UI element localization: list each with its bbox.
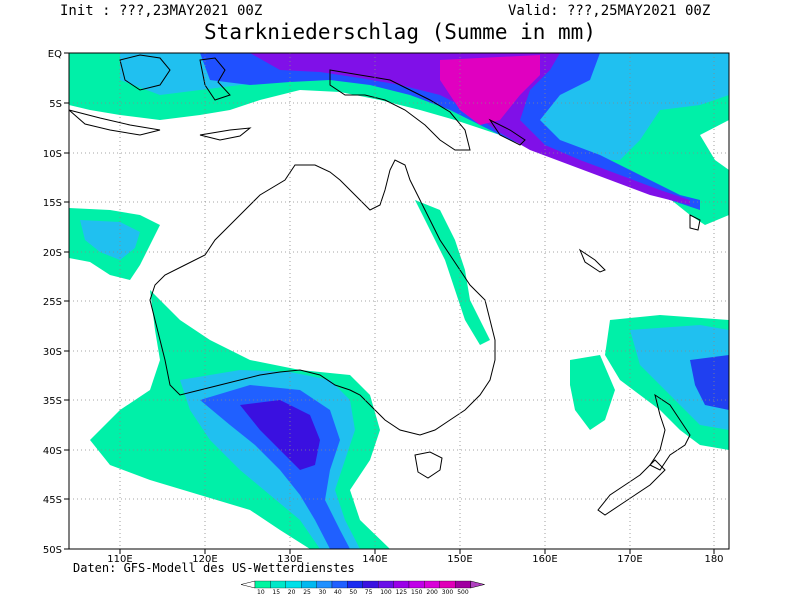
data-source-note: Daten: GFS-Modell des US-Wetterdienstes [73,561,355,575]
colorbar-label: 150 [411,589,423,596]
colorbar-legend: 10 15 20 25 30 40 50 75 100 125 150 200 300 500 [240,580,485,596]
lon-label-170e: 170E [617,554,642,565]
colorbar-swatch [408,580,425,589]
colorbar-label: 15 [272,589,280,596]
colorbar-label: 125 [396,589,408,596]
precip-band-east-coast [415,200,490,345]
lat-label-40s: 40S [43,446,62,457]
valid-time-label: Valid: ???,25MAY2021 00Z [508,3,711,19]
colorbar-swatch [378,580,394,589]
colorbar-label: 40 [334,589,342,596]
precip-band-tropics-100 [250,53,690,205]
colorbar-swatch [424,580,440,589]
new-zealand-north-coastline [649,393,691,471]
lon-label-130e: 130E [277,554,302,565]
timor-coastline [199,127,252,141]
colorbar-swatch [455,580,471,589]
colorbar-label: 30 [319,589,327,596]
lat-label-30s: 30S [43,347,62,358]
colorbar-swatch [439,580,456,589]
colorbar-low-cap [240,580,256,589]
colorbar-label: 20 [288,589,296,596]
colorbar-swatch [362,580,379,589]
colorbar-label: 100 [380,589,392,596]
lat-label-15s: 15S [43,198,62,209]
longitude-labels: 110E 120E 130E 140E 150E 160E 170E 180 [107,554,723,565]
new-caledonia-coastline [578,248,606,273]
lat-label-5s: 5S [49,99,62,110]
lat-label-50s: 50S [43,545,62,556]
lat-lon-grid [69,53,729,549]
australia-coastline [149,159,496,436]
lon-label-110e: 110E [107,554,132,565]
colorbar-swatch [285,580,302,589]
lat-label-45s: 45S [43,495,62,506]
init-time-label: Init : ???,23MAY2021 00Z [60,3,263,19]
precip-band-tasman-75 [690,355,729,410]
lat-label-20s: 20S [43,248,62,259]
precip-band-tropics-200 [440,55,540,125]
lon-label-150e: 150E [447,554,472,565]
fiji-coastline [689,214,701,231]
clear-area-north [69,130,729,320]
precip-band-tasman-30 [630,325,729,430]
sulawesi-coastline [199,57,231,101]
lon-label-160e: 160E [532,554,557,565]
colorbar-label: 75 [365,589,373,596]
precip-band-west-30 [80,220,140,260]
lat-label-eq: EQ [48,49,62,60]
colorbar-swatch [393,580,410,589]
lon-label-180: 180 [704,554,723,565]
borneo-coastline [119,54,171,91]
lat-label-35s: 35S [43,396,62,407]
colorbar-swatch [301,580,317,589]
lon-label-140e: 140E [362,554,387,565]
precipitation-fields [69,53,729,549]
colorbar-label: 25 [303,589,311,596]
colorbar-label: 500 [457,589,469,596]
latitude-labels: EQ 5S 10S 15S 20S 25S 30S 35S 40S 45S 50… [43,49,62,556]
precip-band-south-75 [240,400,320,470]
colorbar-swatch [331,580,348,589]
colorbar-swatch [316,580,333,589]
map-title: Starkniederschlag (Summe in mm) [204,20,596,44]
lat-label-25s: 25S [43,297,62,308]
java-coastline [68,109,161,136]
lat-label-10s: 10S [43,149,62,160]
colorbar-swatch [347,580,363,589]
colorbar-swatch [270,580,286,589]
solomon-islands-coastline [488,118,526,146]
precip-band-nz-east [570,355,615,430]
coastlines [68,54,701,516]
colorbar-label: 300 [442,589,454,596]
new-guinea-coastline [329,69,471,151]
colorbar-label: 50 [349,589,357,596]
axis-ticks [64,52,715,554]
tasmania-coastline [414,451,443,479]
colorbar-swatch [254,580,271,589]
colorbar-label: 10 [257,589,265,596]
colorbar-high-cap [470,580,485,589]
colorbar-label: 200 [426,589,438,596]
lon-label-120e: 120E [192,554,217,565]
